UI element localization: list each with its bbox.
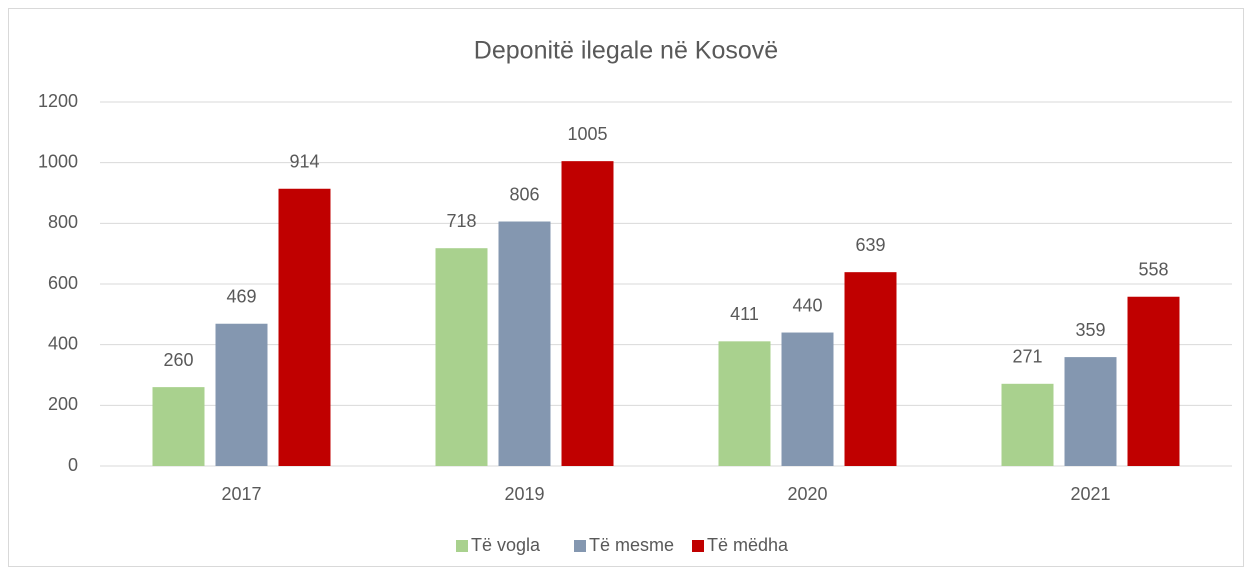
bar (781, 332, 834, 466)
bar (844, 272, 897, 466)
data-label: 914 (289, 152, 319, 172)
y-tick-label: 0 (68, 455, 78, 475)
bar (1001, 383, 1054, 466)
legend-swatch (456, 540, 468, 552)
y-tick-label: 200 (48, 394, 78, 414)
legend-label: Të vogla (471, 535, 541, 555)
bar (1064, 357, 1117, 466)
y-tick-label: 1200 (38, 91, 78, 111)
data-label: 718 (446, 211, 476, 231)
x-tick-label: 2019 (504, 484, 544, 504)
x-tick-label: 2021 (1070, 484, 1110, 504)
legend-label: Të mëdha (707, 535, 789, 555)
bar (1127, 296, 1180, 466)
y-tick-label: 600 (48, 273, 78, 293)
bar (718, 341, 771, 466)
data-label: 411 (730, 304, 759, 324)
chart-title: Deponitë ilegale në Kosovë (474, 37, 778, 65)
data-label: 558 (1138, 259, 1168, 279)
y-tick-label: 400 (48, 333, 78, 353)
bar (278, 188, 331, 466)
y-tick-label: 800 (48, 212, 78, 232)
data-label: 359 (1075, 320, 1105, 340)
bar (498, 221, 551, 466)
legend-swatch (692, 540, 704, 552)
data-label: 639 (855, 235, 885, 255)
data-label: 271 (1012, 347, 1042, 367)
x-tick-label: 2020 (787, 484, 827, 504)
data-label: 260 (163, 350, 193, 370)
data-label: 440 (792, 295, 822, 315)
bar (215, 323, 268, 466)
legend-label: Të mesme (589, 535, 674, 555)
bar (152, 387, 205, 466)
chart-border (8, 8, 1244, 567)
legend-swatch (574, 540, 586, 552)
data-label: 1005 (567, 124, 607, 144)
bar (561, 161, 614, 466)
bar (435, 248, 488, 466)
x-tick-label: 2017 (221, 484, 261, 504)
data-label: 806 (509, 184, 539, 204)
y-tick-label: 1000 (38, 151, 78, 171)
data-label: 469 (226, 286, 256, 306)
